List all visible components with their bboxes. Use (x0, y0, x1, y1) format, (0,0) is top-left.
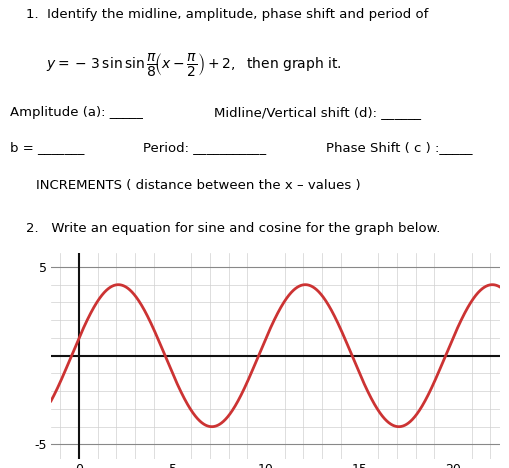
Text: Amplitude (a): _____: Amplitude (a): _____ (10, 106, 143, 119)
Text: INCREMENTS ( distance between the x – values ): INCREMENTS ( distance between the x – va… (36, 179, 360, 192)
Text: $y = -\,3\,\mathrm{sin}\,\mathrm{sin}\,\dfrac{\pi}{8}\!\left(x - \dfrac{\pi}{2}\: $y = -\,3\,\mathrm{sin}\,\mathrm{sin}\,\… (46, 51, 341, 78)
Text: Midline/Vertical shift (d): ______: Midline/Vertical shift (d): ______ (214, 106, 420, 119)
Text: b = _______: b = _______ (10, 141, 84, 154)
Text: 1.  Identify the midline, amplitude, phase shift and period of: 1. Identify the midline, amplitude, phas… (25, 7, 427, 21)
Text: 2.   Write an equation for sine and cosine for the graph below.: 2. Write an equation for sine and cosine… (25, 222, 439, 235)
Text: Phase Shift ( c ) :_____: Phase Shift ( c ) :_____ (326, 141, 472, 154)
Text: Period: ___________: Period: ___________ (143, 141, 265, 154)
